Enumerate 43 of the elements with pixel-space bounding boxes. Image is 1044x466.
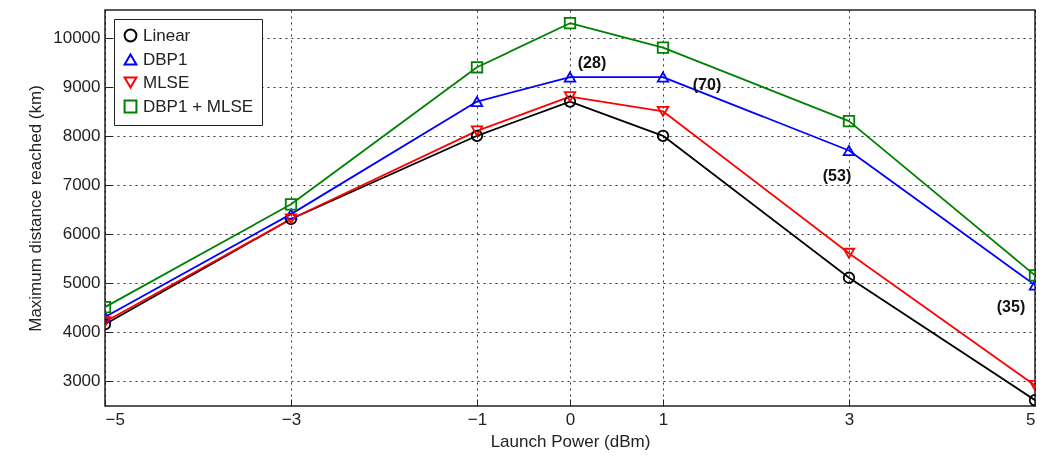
x-axis-title: Launch Power (dBm)	[490, 431, 651, 451]
y-axis-title: Maximum distance reached (km)	[26, 85, 46, 332]
y-tick-label: 8000	[62, 126, 101, 146]
legend-label: DBP1 + MLSE	[143, 96, 254, 116]
point	[470, 96, 484, 107]
y-tick-label: 3000	[62, 371, 101, 391]
y-tick-label: 7000	[62, 175, 101, 195]
annotation: (35)	[996, 298, 1026, 316]
x-tick-label: 0	[565, 409, 576, 429]
x-tick-label: −5	[105, 409, 125, 429]
point	[563, 17, 577, 30]
annotation: (28)	[577, 54, 607, 72]
point	[470, 129, 484, 142]
point	[656, 105, 670, 117]
annotation: (53)	[822, 167, 852, 185]
point	[842, 271, 856, 284]
y-tick-label: 9000	[62, 77, 101, 97]
y-tick-label: 5000	[62, 273, 101, 293]
point	[470, 61, 484, 74]
point	[563, 91, 577, 103]
point	[284, 208, 298, 220]
point	[470, 125, 484, 137]
x-tick-label: −3	[281, 409, 302, 429]
point	[842, 114, 856, 128]
point	[656, 71, 670, 83]
point	[842, 145, 856, 156]
y-tick-label: 4000	[62, 322, 101, 342]
point	[656, 41, 670, 54]
legend-label: DBP1	[143, 49, 188, 69]
point	[563, 95, 577, 108]
legend-label: MLSE	[143, 72, 190, 92]
legend-label: Linear	[143, 25, 191, 45]
point	[842, 247, 856, 259]
x-tick-label: 3	[844, 409, 855, 429]
x-tick-label: −1	[467, 409, 488, 429]
point	[563, 71, 577, 83]
point	[284, 198, 298, 211]
point	[656, 129, 670, 142]
x-tick-label: 5	[1026, 409, 1036, 429]
annotation: (70)	[692, 76, 722, 94]
y-tick-label: 10000	[53, 28, 101, 48]
y-tick-label: 6000	[62, 224, 101, 244]
x-tick-label: 1	[658, 409, 669, 429]
